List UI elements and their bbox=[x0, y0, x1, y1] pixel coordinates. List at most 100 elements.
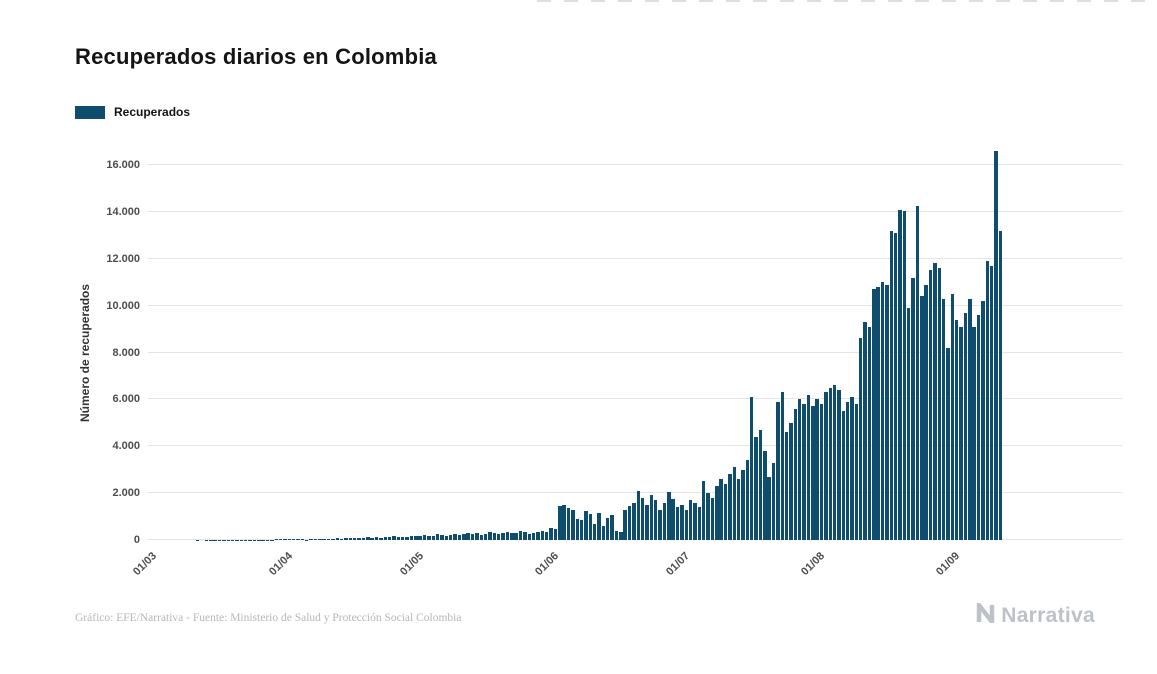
bar bbox=[688, 500, 693, 540]
bar bbox=[933, 263, 937, 540]
y-tick-label: 6.000 bbox=[112, 393, 140, 406]
bar bbox=[562, 504, 566, 540]
bar bbox=[893, 232, 898, 540]
bar bbox=[335, 538, 340, 540]
bar bbox=[754, 436, 758, 540]
bar bbox=[278, 539, 283, 540]
bar bbox=[370, 537, 374, 540]
bar bbox=[387, 537, 392, 540]
bar bbox=[994, 150, 998, 540]
y-tick-label: 2.000 bbox=[112, 487, 140, 500]
bar bbox=[492, 533, 497, 540]
bar bbox=[963, 312, 968, 540]
bar bbox=[558, 506, 562, 540]
bar bbox=[745, 460, 750, 540]
bar bbox=[710, 497, 715, 540]
bar bbox=[361, 538, 366, 540]
gridline bbox=[148, 445, 1122, 447]
bar bbox=[422, 535, 427, 540]
bar bbox=[405, 537, 409, 540]
bar bbox=[627, 506, 632, 540]
bar bbox=[719, 479, 723, 540]
bar bbox=[872, 289, 876, 540]
bar bbox=[479, 534, 483, 540]
bar bbox=[470, 534, 475, 540]
bar bbox=[715, 486, 719, 540]
bar bbox=[850, 397, 854, 540]
bar bbox=[989, 265, 994, 540]
bar bbox=[876, 286, 880, 540]
bar bbox=[845, 401, 850, 540]
bar bbox=[383, 536, 387, 540]
bar bbox=[536, 531, 540, 540]
bar bbox=[645, 504, 649, 540]
bar bbox=[322, 538, 326, 540]
y-tick-label: 14.000 bbox=[106, 205, 140, 218]
bar bbox=[313, 539, 318, 540]
bar bbox=[693, 502, 697, 540]
bar bbox=[837, 390, 841, 540]
bar bbox=[326, 539, 331, 540]
bar bbox=[409, 536, 414, 540]
x-tick-label: 01/09 bbox=[934, 550, 963, 578]
bar bbox=[832, 385, 837, 540]
bar bbox=[732, 467, 736, 540]
bar bbox=[296, 538, 300, 540]
bar bbox=[654, 500, 658, 540]
bar bbox=[374, 537, 379, 540]
bar bbox=[379, 537, 383, 540]
bar bbox=[749, 397, 754, 540]
bar bbox=[706, 493, 710, 540]
bar bbox=[723, 483, 728, 540]
brand-name: Narrativa bbox=[1001, 603, 1095, 627]
bar bbox=[702, 481, 706, 540]
bar bbox=[401, 536, 405, 540]
bar bbox=[767, 476, 771, 540]
bar bbox=[959, 326, 963, 540]
bar bbox=[566, 507, 571, 540]
bar bbox=[331, 538, 335, 540]
bar bbox=[475, 532, 479, 540]
bar bbox=[815, 399, 819, 540]
gridline bbox=[148, 210, 1122, 212]
bar bbox=[902, 210, 907, 540]
bar bbox=[771, 462, 776, 540]
bar bbox=[466, 533, 470, 540]
bar bbox=[680, 504, 684, 540]
bar bbox=[531, 532, 536, 540]
bar bbox=[968, 298, 972, 540]
x-tick-label: 01/08 bbox=[798, 550, 827, 578]
bar bbox=[584, 510, 588, 540]
bar bbox=[806, 394, 811, 540]
bar bbox=[414, 536, 418, 540]
bar bbox=[889, 230, 894, 540]
bar bbox=[867, 326, 872, 540]
bar bbox=[667, 491, 671, 540]
legend: Recuperados bbox=[75, 105, 190, 119]
bar bbox=[741, 469, 745, 540]
y-tick-label: 16.000 bbox=[106, 159, 140, 171]
bar bbox=[392, 536, 396, 540]
brand-logo: Narrativa bbox=[975, 598, 1095, 629]
x-tick-label: 01/06 bbox=[532, 550, 561, 578]
bar bbox=[453, 533, 457, 540]
bar bbox=[623, 509, 627, 540]
bar bbox=[863, 322, 867, 540]
bar bbox=[283, 539, 287, 540]
bar bbox=[592, 523, 597, 540]
bar bbox=[396, 537, 401, 540]
bar bbox=[632, 502, 636, 540]
bar bbox=[444, 535, 449, 540]
bar bbox=[824, 392, 828, 540]
bar bbox=[579, 520, 584, 540]
bar bbox=[588, 514, 593, 540]
bar bbox=[998, 230, 1003, 540]
bar bbox=[483, 533, 488, 540]
bar bbox=[274, 539, 278, 540]
bar bbox=[736, 479, 741, 540]
y-tick-label: 10.000 bbox=[106, 299, 140, 312]
bar bbox=[318, 538, 322, 540]
bar bbox=[448, 534, 453, 540]
bar bbox=[763, 450, 767, 540]
bar bbox=[784, 432, 789, 540]
